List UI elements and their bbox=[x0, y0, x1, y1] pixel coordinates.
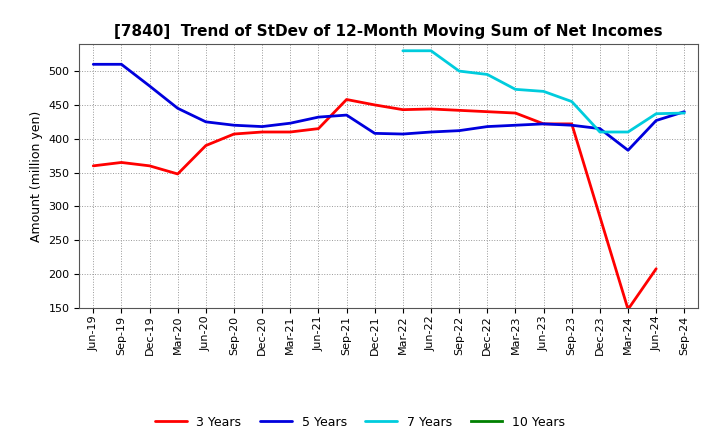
Y-axis label: Amount (million yen): Amount (million yen) bbox=[30, 110, 42, 242]
3 Years bbox=[567, 121, 576, 127]
Title: [7840]  Trend of StDev of 12-Month Moving Sum of Net Incomes: [7840] Trend of StDev of 12-Month Moving… bbox=[114, 24, 663, 39]
3 Years bbox=[427, 106, 436, 112]
3 Years bbox=[286, 129, 294, 135]
5 Years bbox=[652, 118, 660, 123]
5 Years bbox=[567, 123, 576, 128]
5 Years bbox=[258, 124, 266, 129]
Legend: 3 Years, 5 Years, 7 Years, 10 Years: 3 Years, 5 Years, 7 Years, 10 Years bbox=[150, 411, 570, 434]
5 Years bbox=[117, 62, 126, 67]
7 Years bbox=[511, 87, 520, 92]
5 Years bbox=[483, 124, 492, 129]
3 Years bbox=[399, 107, 408, 112]
5 Years bbox=[370, 131, 379, 136]
3 Years bbox=[455, 108, 464, 113]
5 Years bbox=[511, 123, 520, 128]
7 Years bbox=[427, 48, 436, 53]
5 Years bbox=[230, 123, 238, 128]
3 Years bbox=[314, 126, 323, 131]
5 Years bbox=[342, 113, 351, 118]
5 Years bbox=[314, 114, 323, 120]
5 Years bbox=[89, 62, 98, 67]
5 Years bbox=[174, 106, 182, 111]
5 Years bbox=[624, 148, 632, 153]
7 Years bbox=[539, 89, 548, 94]
5 Years bbox=[202, 119, 210, 125]
5 Years bbox=[680, 109, 688, 114]
7 Years bbox=[567, 99, 576, 104]
3 Years bbox=[202, 143, 210, 148]
5 Years bbox=[539, 121, 548, 127]
3 Years bbox=[89, 163, 98, 169]
7 Years bbox=[455, 69, 464, 74]
7 Years bbox=[680, 110, 688, 116]
3 Years bbox=[145, 163, 154, 169]
7 Years bbox=[483, 72, 492, 77]
5 Years bbox=[595, 126, 604, 131]
5 Years bbox=[455, 128, 464, 133]
3 Years bbox=[511, 110, 520, 116]
7 Years bbox=[624, 129, 632, 135]
3 Years bbox=[539, 121, 548, 127]
Line: 7 Years: 7 Years bbox=[403, 51, 684, 132]
Line: 3 Years: 3 Years bbox=[94, 99, 656, 309]
3 Years bbox=[174, 171, 182, 176]
Line: 5 Years: 5 Years bbox=[94, 64, 684, 150]
3 Years bbox=[117, 160, 126, 165]
5 Years bbox=[145, 83, 154, 88]
3 Years bbox=[652, 266, 660, 271]
3 Years bbox=[342, 97, 351, 102]
7 Years bbox=[399, 48, 408, 53]
3 Years bbox=[258, 129, 266, 135]
7 Years bbox=[652, 111, 660, 116]
5 Years bbox=[427, 129, 436, 135]
3 Years bbox=[595, 214, 604, 219]
3 Years bbox=[624, 307, 632, 312]
7 Years bbox=[595, 129, 604, 135]
3 Years bbox=[370, 102, 379, 107]
3 Years bbox=[483, 109, 492, 114]
5 Years bbox=[286, 121, 294, 126]
3 Years bbox=[230, 132, 238, 137]
5 Years bbox=[399, 132, 408, 137]
